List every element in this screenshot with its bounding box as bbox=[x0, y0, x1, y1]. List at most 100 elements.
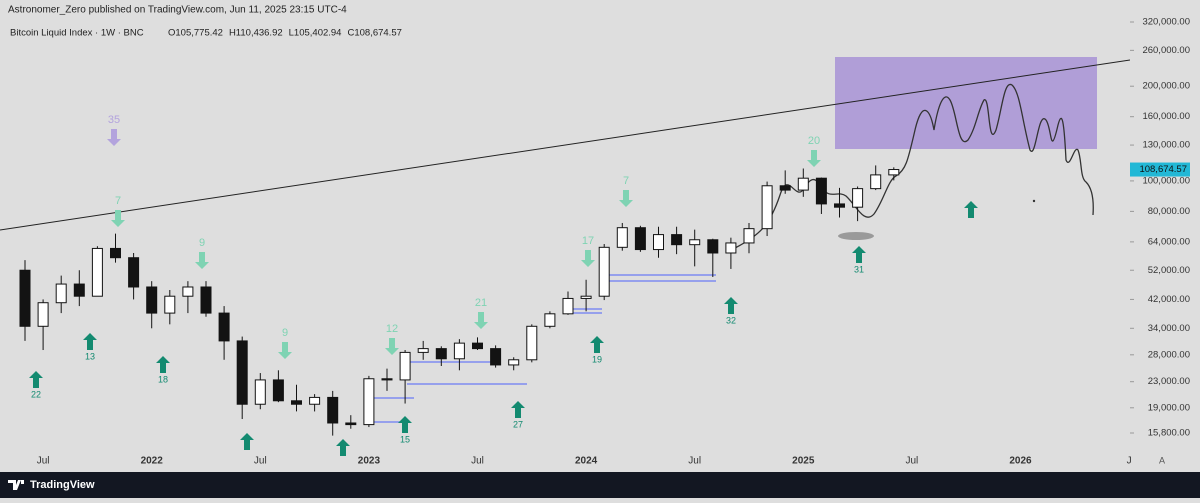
candle-body bbox=[490, 348, 502, 366]
candle-body bbox=[19, 269, 31, 327]
candle-body bbox=[110, 247, 121, 259]
x-axis: Jul 2022 Jul 2023 Jul 2024 Jul 2025 Jul 2026 J bbox=[37, 456, 1132, 467]
y-tick-label: 100,000.00 bbox=[1142, 175, 1190, 186]
candle-body bbox=[254, 379, 266, 405]
signal-arrow bbox=[156, 356, 170, 373]
auto-scale[interactable]: A bbox=[1159, 455, 1165, 465]
candle-body bbox=[689, 239, 701, 246]
y-tick-label: 42,000.00 bbox=[1148, 294, 1190, 305]
target-zone bbox=[835, 57, 1097, 149]
signal-label: 9 bbox=[199, 237, 205, 249]
candle-body bbox=[128, 257, 140, 288]
marker-dot bbox=[1032, 199, 1036, 203]
signal-arrow bbox=[29, 371, 43, 388]
signal-label: 17 bbox=[582, 235, 594, 247]
candle-body bbox=[218, 312, 230, 342]
candle-body bbox=[37, 302, 49, 327]
candle-body bbox=[417, 348, 429, 353]
candle-body bbox=[291, 400, 302, 405]
candle-body bbox=[797, 177, 809, 191]
candle-body bbox=[182, 286, 194, 297]
y-tick-label: 23,000.00 bbox=[1148, 376, 1190, 387]
signal-label: 21 bbox=[475, 297, 487, 309]
y-tick-label: 19,000.00 bbox=[1148, 402, 1190, 413]
legend-item: H110,436.92 bbox=[229, 28, 283, 39]
candle-body bbox=[725, 242, 737, 254]
signal-arrow bbox=[619, 190, 633, 207]
candle-body bbox=[236, 340, 248, 405]
candle-body bbox=[345, 422, 357, 426]
candle-body bbox=[453, 342, 465, 360]
x-tick-label: 2024 bbox=[575, 456, 598, 467]
signal-arrow bbox=[590, 336, 604, 353]
signal-arrow bbox=[398, 416, 412, 433]
signal-arrow bbox=[83, 333, 97, 350]
x-tick-label: Jul bbox=[906, 456, 919, 467]
candle-body bbox=[562, 297, 574, 315]
signal-arrow bbox=[581, 250, 595, 267]
candle-body bbox=[55, 283, 67, 304]
signal-arrow bbox=[336, 439, 350, 456]
y-tick-label: 80,000.00 bbox=[1148, 206, 1190, 217]
signal-arrow bbox=[511, 401, 525, 418]
signal-label: 7 bbox=[115, 195, 121, 207]
x-tick-label: 2022 bbox=[141, 456, 164, 467]
y-axis: 320,000.00 260,000.00 200,000.00 160,000.00… bbox=[1130, 17, 1190, 439]
candle-body bbox=[164, 295, 176, 314]
signal-arrow bbox=[807, 150, 821, 167]
candle-body bbox=[634, 227, 646, 251]
signal-label: 19 bbox=[592, 354, 602, 364]
candle-body bbox=[707, 239, 719, 254]
signal-label: 31 bbox=[854, 264, 864, 274]
y-tick-label: 52,000.00 bbox=[1148, 265, 1190, 276]
candles bbox=[19, 165, 900, 436]
candle-body bbox=[834, 203, 845, 208]
candle-body bbox=[91, 247, 103, 297]
signal-label: 27 bbox=[513, 419, 523, 429]
candle-body bbox=[761, 185, 773, 230]
candle-body bbox=[544, 313, 556, 327]
x-tick-label: Jul bbox=[471, 456, 484, 467]
candle-body bbox=[472, 342, 483, 350]
candle-body bbox=[653, 234, 664, 251]
annotations: 22 13 18 15 27 19 32 31 35 7 9 9 12 21 17 7 20 bbox=[29, 114, 978, 456]
candle-body bbox=[671, 234, 683, 246]
y-tick-label: 15,800.00 bbox=[1148, 428, 1190, 439]
footer-text: TradingView bbox=[30, 479, 95, 491]
signal-label: 9 bbox=[282, 327, 288, 339]
signal-label: 15 bbox=[400, 434, 410, 444]
x-tick-label: Jul bbox=[37, 456, 50, 467]
chart-title: Bitcoin Liquid Index · 1W · BNC bbox=[10, 28, 144, 39]
y-tick-label: 64,000.00 bbox=[1148, 236, 1190, 247]
candle-body bbox=[598, 246, 610, 297]
candle-body bbox=[309, 396, 321, 405]
candle-body bbox=[327, 396, 339, 424]
signal-label: 35 bbox=[108, 114, 120, 126]
y-tick-label: 200,000.00 bbox=[1142, 81, 1190, 92]
y-tick-label: 34,000.00 bbox=[1148, 323, 1190, 334]
candle-body bbox=[399, 351, 411, 381]
candle-body bbox=[73, 283, 85, 297]
y-tick-label: 260,000.00 bbox=[1142, 45, 1190, 56]
candle-body bbox=[743, 228, 755, 244]
y-tick-label: 28,000.00 bbox=[1148, 349, 1190, 360]
candle-body bbox=[363, 378, 375, 426]
ohlc-legend: O105,775.42 H110,436.92 L105,402.94 C108,67… bbox=[168, 28, 402, 39]
price-axis bbox=[1130, 18, 1200, 470]
x-tick-label: Jul bbox=[254, 456, 267, 467]
candle-body bbox=[381, 378, 393, 381]
signal-arrow bbox=[964, 201, 978, 218]
candle-body bbox=[508, 359, 520, 366]
signal-arrow bbox=[111, 210, 125, 227]
projection-path bbox=[734, 84, 1094, 249]
signal-arrow bbox=[240, 433, 254, 450]
price-label: 108,674.57 bbox=[1139, 164, 1187, 175]
legend-item: C108,674.57 bbox=[347, 28, 401, 39]
x-tick-label: Jul bbox=[688, 456, 701, 467]
signal-label: 7 bbox=[623, 175, 629, 187]
candle-body bbox=[815, 177, 827, 205]
x-tick-label: 2026 bbox=[1009, 456, 1032, 467]
signal-arrow bbox=[195, 252, 209, 269]
candle-body bbox=[888, 169, 900, 176]
